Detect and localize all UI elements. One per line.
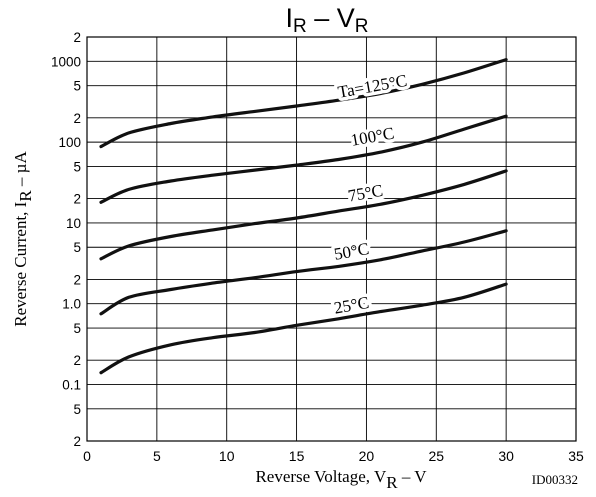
series-label: Ta=125°C [336,71,408,102]
series-label: 100°C [349,124,395,150]
y-axis-label: Reverse Current, IR – µA [11,151,35,327]
y-tick-label: 2 [73,111,81,126]
series-line [99,169,508,261]
y-tick-label: 1.0 [62,297,81,312]
plot-frame [86,36,577,442]
y-axis-label-unit: – µA [11,151,30,191]
y-tick-label: 5 [73,240,81,255]
x-tick-label: 35 [568,448,584,464]
x-axis-label-main: Reverse Voltage, V [255,467,387,486]
y-tick-label: 100 [58,135,81,150]
chart-title-dash-v: – V [307,3,355,33]
y-tick-label: 5 [73,79,81,94]
x-tick-label: 30 [498,448,514,464]
x-tick-label: 10 [219,448,235,464]
x-tick-label: 15 [289,448,305,464]
y-tick-label: 2 [73,353,81,368]
y-tick-label: 5 [73,402,81,417]
y-tick-label: 0.1 [62,378,81,393]
grid [87,37,576,441]
y-axis-label-sub: R [16,190,35,202]
series-label: 50°C [333,239,371,264]
y-axis-label-main: Reverse Current, I [11,201,30,326]
figure-id: ID00332 [532,472,578,487]
chart-title-sub-r1: R [293,16,307,37]
y-tick-label: 2 [73,192,81,207]
x-axis-label: Reverse Voltage, VR – V [255,467,427,492]
x-axis-label-unit: – V [398,467,428,486]
series-label: 75°C [347,181,385,206]
series-line [99,282,508,375]
series-line [99,229,508,316]
y-tick-label: 5 [73,159,81,174]
x-tick-label: 20 [359,448,375,464]
y-tick-label: 2 [73,30,81,45]
chart-title-sub-r2: R [355,16,369,37]
x-tick-label: 0 [83,448,91,464]
y-tick-label: 5 [73,321,81,336]
chart-title-i: I [285,3,293,33]
y-tick-labels: 2 1000 5 2 100 5 2 10 5 2 1.0 5 2 0.1 5 2 [51,30,81,449]
series-curves [99,58,508,375]
series-line [99,58,508,149]
y-tick-label: 2 [73,434,81,449]
x-tick-labels: 0 5 10 15 20 25 30 35 [83,448,584,464]
chart-title: IR – VR [285,3,368,37]
y-tick-label: 10 [66,216,81,231]
x-tick-label: 5 [153,448,161,464]
series-line [99,114,508,204]
y-tick-label: 2 [73,272,81,287]
x-tick-label: 25 [428,448,444,464]
x-axis-label-sub: R [386,473,398,492]
y-tick-label: 1000 [51,54,81,69]
